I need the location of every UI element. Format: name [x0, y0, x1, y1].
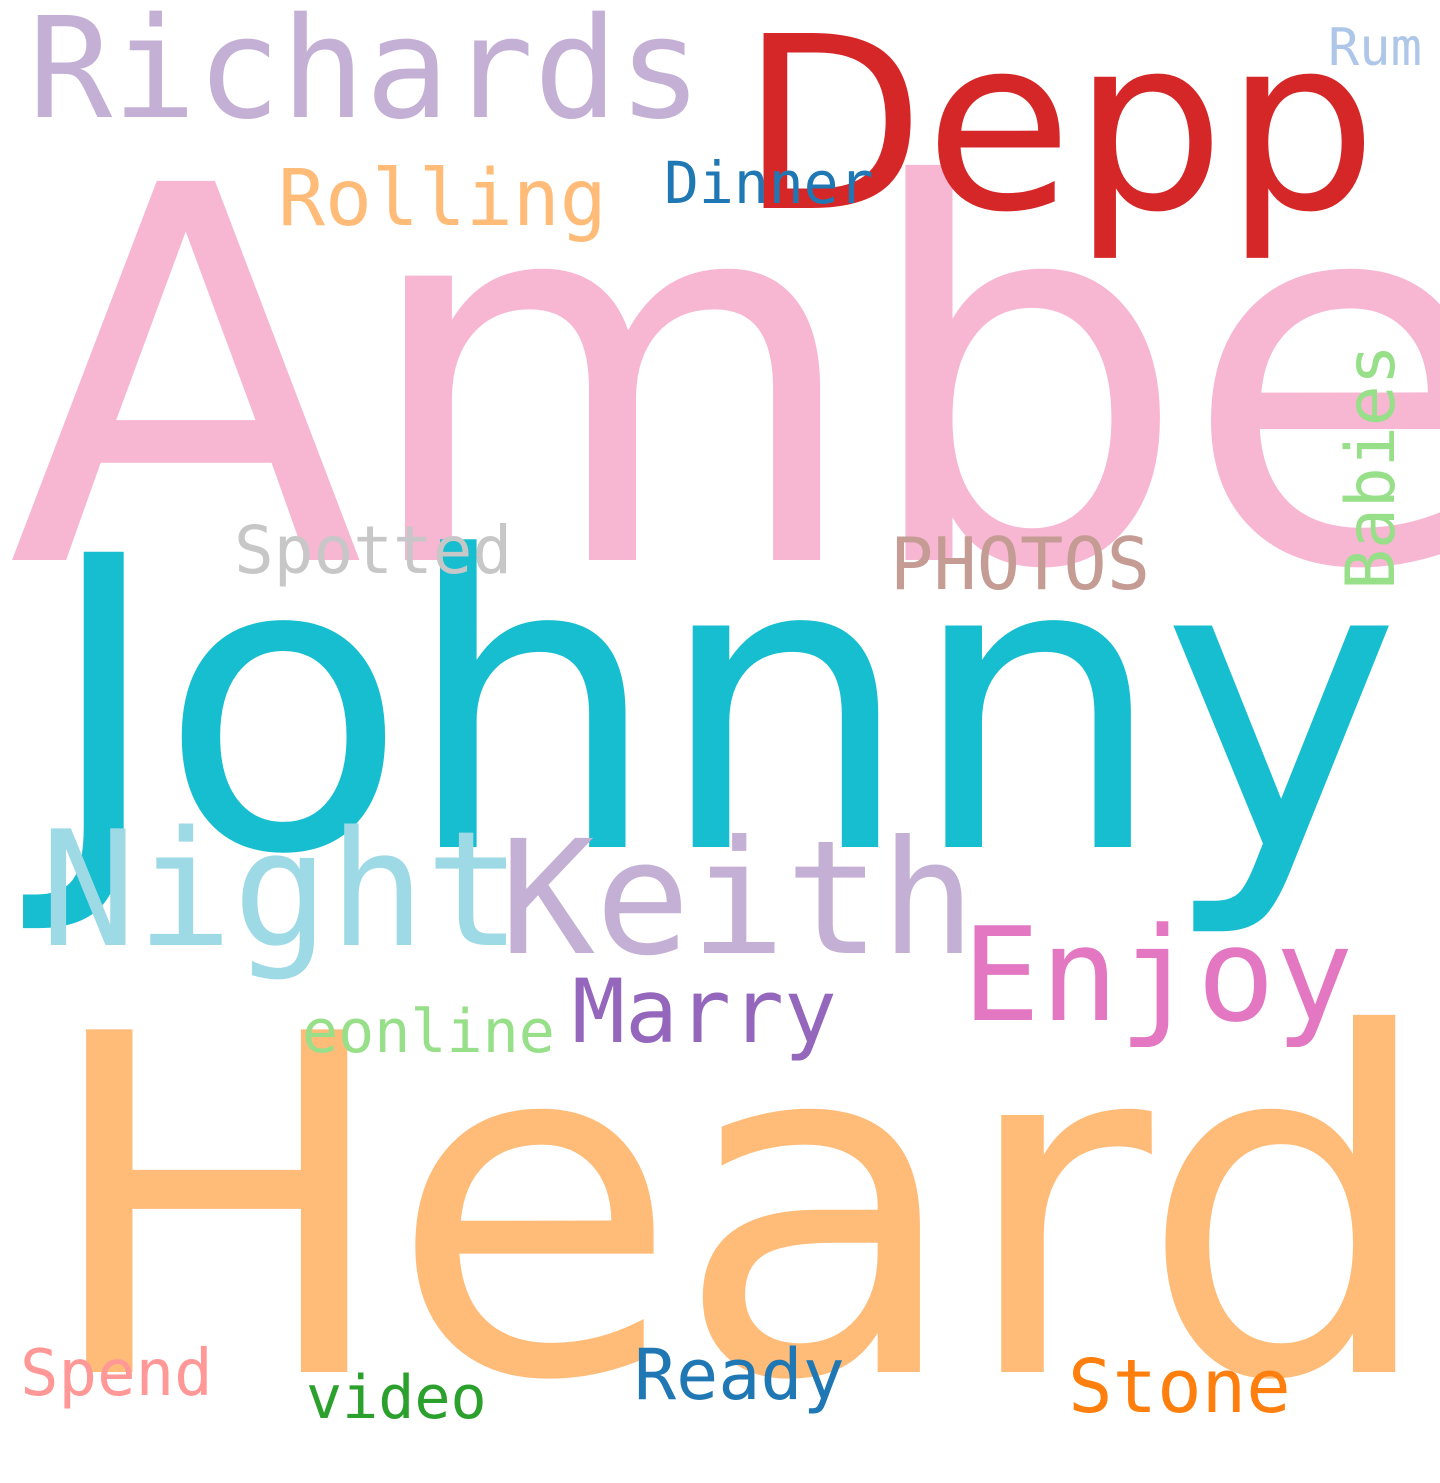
word-eonline: eonline — [302, 997, 555, 1067]
word-johnny: Johnny — [44, 471, 1401, 943]
word-ready: Ready — [634, 1334, 845, 1416]
word-rolling: Rolling — [278, 154, 607, 244]
word-richards: Richards — [28, 0, 703, 151]
word-rum: Rum — [1328, 18, 1422, 78]
word-dinner: Dinner — [664, 149, 874, 217]
word-depp: Depp — [740, 0, 1378, 265]
word-keith: Keith — [500, 807, 976, 991]
word-heard: Heard — [40, 936, 1438, 1483]
word-night: Night — [40, 796, 522, 983]
word-amber: Amber — [8, 77, 1440, 683]
word-spotted: Spotted — [234, 512, 513, 589]
word-enjoy: Enjoy — [962, 899, 1354, 1051]
word-photos: PHOTOS — [890, 522, 1151, 606]
word-cloud: Amber Johnny Heard Depp Richards Keith N… — [8, 0, 1440, 1445]
word-stone: Stone — [1068, 1344, 1291, 1430]
word-marry: Marry — [572, 960, 837, 1063]
word-spend: Spend — [20, 1337, 213, 1411]
word-babies: Babies — [1332, 344, 1411, 590]
word-video: video — [306, 1363, 487, 1433]
